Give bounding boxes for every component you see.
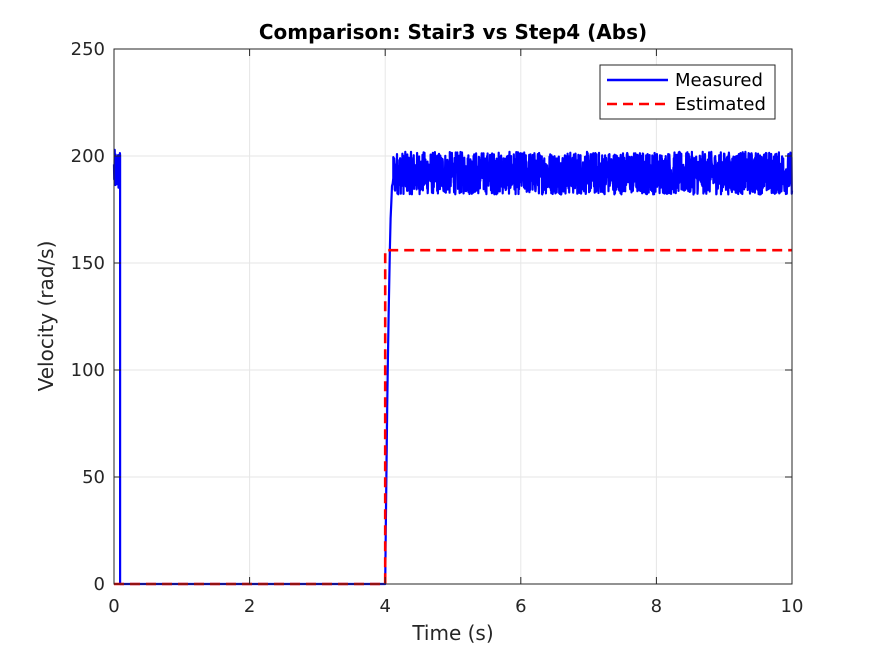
axes-box [113, 48, 793, 585]
y-tick-label: 100 [71, 360, 105, 381]
legend-box [599, 64, 776, 120]
legend-label-estimated: Estimated [675, 94, 766, 115]
x-axis-label: Time (s) [411, 621, 493, 645]
grid [113, 48, 793, 585]
x-tick-label: 2 [244, 596, 255, 617]
x-tick-label: 8 [651, 596, 662, 617]
x-tick-label: 4 [379, 596, 390, 617]
x-tick-label: 0 [108, 596, 119, 617]
legend-label-measured: Measured [675, 70, 763, 91]
legend: Measured Estimated [599, 64, 776, 120]
y-tick-label: 200 [71, 146, 105, 167]
y-tick-label: 150 [71, 253, 105, 274]
series-line-measured [112, 148, 794, 586]
y-tick-label: 0 [94, 574, 105, 595]
x-tick-label: 10 [781, 596, 804, 617]
y-tick-label: 50 [82, 467, 105, 488]
y-tick-label: 250 [71, 39, 105, 60]
plot-background [114, 49, 792, 584]
chart-title: Comparison: Stair3 vs Step4 (Abs) [259, 20, 647, 44]
y-axis-label: Velocity (rad/s) [34, 241, 58, 392]
x-tick-label: 6 [515, 596, 526, 617]
